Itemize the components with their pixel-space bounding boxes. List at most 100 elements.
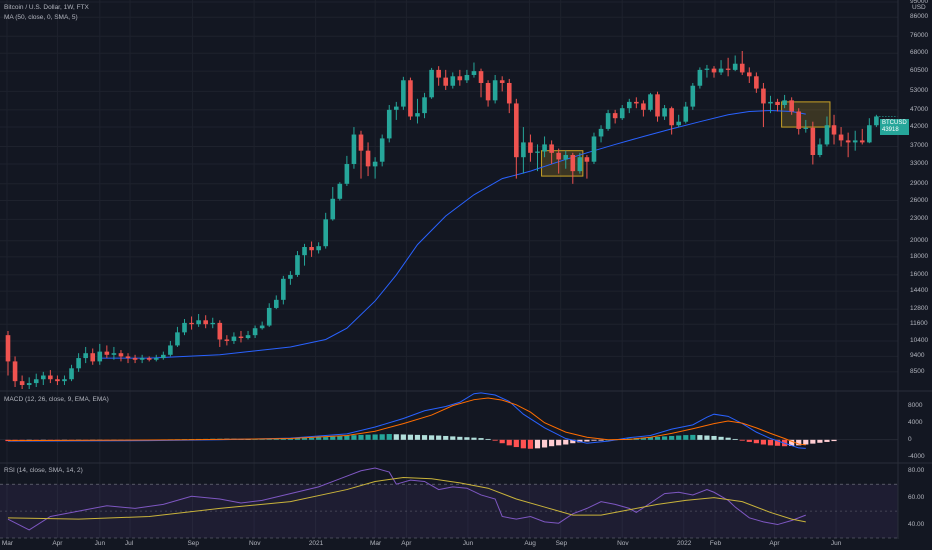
candle: [394, 101, 399, 120]
candle: [570, 152, 576, 184]
macd-histogram-bar: [506, 439, 512, 446]
macd-histogram-bar: [266, 438, 272, 440]
candle-body: [422, 97, 427, 114]
candle: [690, 82, 696, 110]
macd-histogram-bar: [259, 438, 265, 440]
ma-legend[interactable]: MA (50, close, 0, SMA, 5): [4, 14, 78, 21]
price-tick-label: 76000: [910, 32, 929, 40]
macd-histogram-bar: [563, 439, 569, 445]
candle-body: [492, 80, 498, 101]
candle-body: [598, 128, 604, 137]
macd-histogram-bar: [654, 436, 661, 440]
candle-body: [97, 351, 103, 362]
candle: [542, 136, 547, 158]
candle: [563, 150, 569, 169]
candle: [125, 353, 131, 364]
candle: [146, 356, 152, 362]
candle: [817, 138, 823, 158]
candle: [655, 91, 660, 122]
macd-histogram-bar: [598, 439, 604, 441]
price-tick-label: 60500: [910, 67, 929, 75]
main-legend[interactable]: Bitcoin / U.S. Dollar, 1W, FTX: [4, 4, 89, 11]
macd-tick-label: -4000: [908, 452, 925, 460]
candle-body: [196, 320, 201, 325]
macd-histogram-bar: [365, 434, 371, 440]
candle-body: [556, 152, 561, 160]
macd-histogram-bar: [429, 435, 435, 440]
price-tick-label: 37000: [910, 142, 929, 150]
currency-label[interactable]: USD: [912, 4, 926, 11]
candle: [485, 80, 491, 107]
macd-legend[interactable]: MACD (12, 26, close, 9, EMA, EMA): [4, 396, 109, 403]
macd-histogram-bar: [337, 436, 343, 440]
time-tick-label: Nov: [617, 540, 629, 547]
macd-histogram-bar: [824, 439, 830, 442]
candle-body: [245, 335, 251, 339]
candle-body: [337, 183, 343, 199]
macd-histogram-bar: [280, 438, 286, 440]
candle-body: [457, 76, 463, 81]
candle-body: [224, 339, 230, 341]
candle: [111, 346, 117, 360]
macd-histogram-bar: [379, 434, 385, 440]
candle-body: [810, 127, 816, 155]
macd-histogram-bar: [485, 438, 491, 440]
candle-body: [217, 322, 223, 340]
candle-body: [323, 219, 328, 247]
candle-body: [831, 125, 837, 135]
candle-body: [803, 127, 809, 129]
candle: [648, 92, 653, 112]
candle-body: [542, 144, 547, 152]
macd-histogram-bar: [499, 439, 505, 444]
macd-signal-line: [7, 397, 806, 446]
candle-body: [612, 113, 618, 119]
candle: [132, 354, 138, 364]
rsi-tick-label: 60.00: [908, 493, 925, 501]
candle: [514, 98, 519, 179]
macd-histogram-bar: [527, 439, 534, 449]
macd-histogram-bar: [718, 436, 724, 440]
candle: [478, 68, 484, 98]
candle: [506, 78, 512, 114]
candle-body: [26, 383, 32, 386]
candle-body: [62, 379, 67, 382]
price-tick-label: 11600: [910, 320, 928, 328]
candle: [535, 144, 540, 172]
candle-body: [549, 144, 554, 153]
rsi-legend[interactable]: RSI (14, close, SMA, 14, 2): [4, 467, 83, 474]
candle-body: [641, 103, 646, 110]
candle-body: [436, 69, 441, 78]
candle-body: [132, 358, 138, 360]
price-tick-label: 18000: [910, 252, 929, 260]
price-tick-label: 10400: [910, 336, 929, 344]
candle: [365, 142, 371, 177]
candle: [634, 97, 639, 109]
macd-histogram-bar: [372, 434, 378, 440]
macd-histogram-bar: [817, 439, 823, 443]
price-tick-label: 86000: [910, 13, 929, 21]
candle: [266, 303, 272, 327]
candle: [12, 356, 18, 387]
candle: [295, 251, 300, 277]
candle: [224, 335, 230, 346]
price-tick-label: 42000: [910, 123, 929, 131]
current-price-tag[interactable]: BTCUSD 43918: [880, 119, 909, 135]
candle-body: [711, 68, 717, 73]
macd-histogram-bar: [676, 435, 682, 440]
candle-body: [859, 140, 865, 143]
candle: [386, 105, 392, 143]
candle: [429, 67, 434, 99]
macd-histogram-bar: [351, 435, 357, 440]
candle-body: [782, 100, 787, 106]
candle: [245, 330, 251, 340]
candle: [831, 114, 837, 145]
candle-body: [33, 379, 39, 384]
candle-body: [330, 198, 336, 220]
macd-histogram-bar: [669, 435, 675, 440]
macd-histogram-bar: [760, 439, 767, 445]
candle: [273, 295, 279, 310]
macd-histogram-bar: [577, 439, 583, 443]
rsi-tick-label: 40.00: [908, 520, 925, 528]
candle-body: [379, 138, 385, 162]
